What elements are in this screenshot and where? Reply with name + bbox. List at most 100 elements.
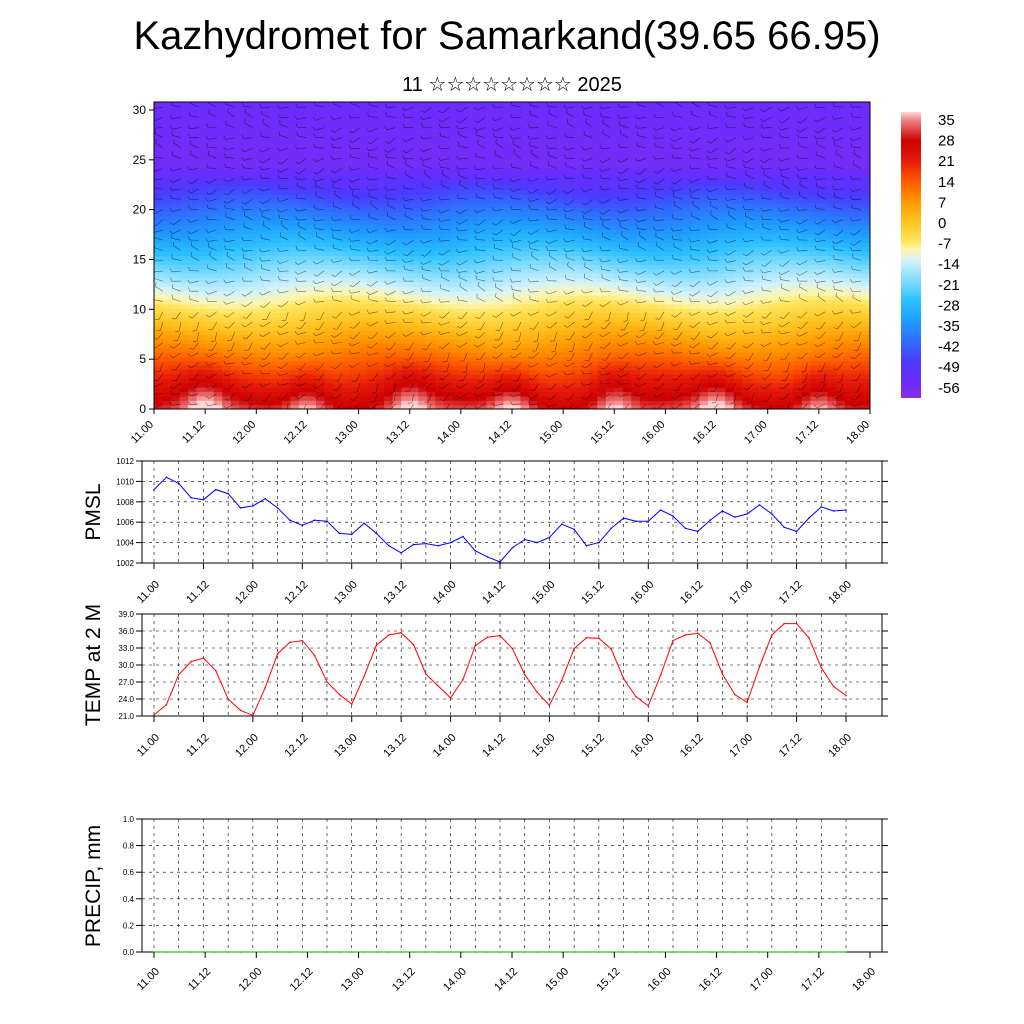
wind-barb-flag [833,368,838,371]
wind-barb-flag [475,152,477,157]
wind-barb [619,146,629,149]
wind-barb [516,373,522,382]
wind-barb-flag [227,108,229,112]
data-point [264,497,267,500]
wind-barb-flag [242,337,247,340]
wind-barb-flag [511,348,516,351]
wind-barb [762,278,772,282]
wind-barb [816,154,826,159]
wind-barb-flag [742,136,746,140]
x-tick-label: 11.12 [184,732,211,759]
wind-barb [171,127,181,130]
wind-barb [745,106,754,112]
wind-barb [411,393,414,403]
wind-barb-flag [492,165,495,170]
wind-barb [834,311,844,315]
wind-barb [316,393,325,399]
wind-barb-flag [725,357,730,360]
wind-barb [620,209,629,214]
wind-barb [172,168,181,172]
wind-barb-flag [670,227,674,232]
wind-barb [529,280,539,283]
wind-barb-flag [600,265,602,270]
wind-barb [443,393,450,401]
wind-barb [745,216,754,220]
wind-barb-flag [617,268,620,273]
wind-barb-flag [635,114,638,119]
wind-barb [852,137,862,142]
data-point [264,951,267,953]
wind-barb [189,115,199,118]
wind-barb-flag [653,288,656,293]
wind-barb-flag [402,310,406,315]
wind-barb [585,332,593,339]
wind-barb [745,226,754,231]
wind-barb-flag [743,163,745,168]
wind-barb [460,321,468,329]
data-point [696,632,699,635]
x-tick-label: 13.00 [339,966,367,994]
wind-barb [315,208,325,210]
wind-barb-flag [259,104,262,109]
wind-barb [189,299,199,302]
wind-barb-flag [224,387,229,390]
wind-barb [804,362,808,372]
wind-barb-flag [744,182,746,187]
wind-barb [588,311,593,320]
wind-barb-flag [330,155,334,160]
wind-barb [422,301,432,304]
x-tick-label: 12.00 [233,732,261,760]
colorbar-gradient [901,112,921,398]
wind-barb-flag [707,335,712,339]
wind-barb-flag [617,196,620,201]
wind-barb-flag [384,363,388,368]
wind-barb-flag [832,396,836,400]
data-point [177,951,180,953]
wind-barb [442,106,450,114]
wind-barb-flag [760,133,763,138]
wind-barb [279,279,289,282]
wind-barb [476,278,486,282]
wind-barb [459,342,468,348]
wind-barb [674,204,683,210]
wind-barb [515,383,522,391]
wind-barb [368,156,378,159]
y-tick-label: 36.0 [118,627,134,636]
wind-barb [458,250,468,254]
wind-barb-flag [778,264,783,267]
data-point [375,951,378,953]
wind-barb-flag [187,125,191,129]
wind-barb-flag [421,224,423,229]
wind-barb [225,147,235,151]
wind-barb-flag [205,291,209,295]
wind-barb-flag [206,164,208,168]
wind-barb-flag [656,241,658,246]
wind-barb-flag [277,304,282,308]
wind-barb-flag [260,358,265,360]
wind-barb [566,188,575,194]
wind-barb [261,188,271,192]
wind-barb [500,373,504,382]
wind-barb [426,362,432,371]
wind-barb-flag [330,179,335,183]
wind-barb-flag [670,127,674,132]
wind-barb-flag [851,265,853,270]
wind-barb [227,352,235,359]
wind-barb [553,332,558,341]
wind-barb-flag [492,256,495,261]
wind-barb [458,270,468,273]
wind-barb [708,178,718,180]
data-point [276,507,279,509]
y-tick-label: 30.0 [118,661,134,670]
wind-barb-flag [689,377,694,380]
wind-barb-flag [260,275,262,280]
wind-barb-flag [618,368,623,371]
wind-barb-flag [782,179,784,184]
wind-barb-flag [653,134,656,139]
wind-barb [300,362,307,370]
wind-barb [744,321,754,324]
wind-barb [583,177,593,180]
wind-barb-flag [477,281,480,286]
wind-barb [565,209,575,213]
wind-barb-flag [187,219,191,223]
